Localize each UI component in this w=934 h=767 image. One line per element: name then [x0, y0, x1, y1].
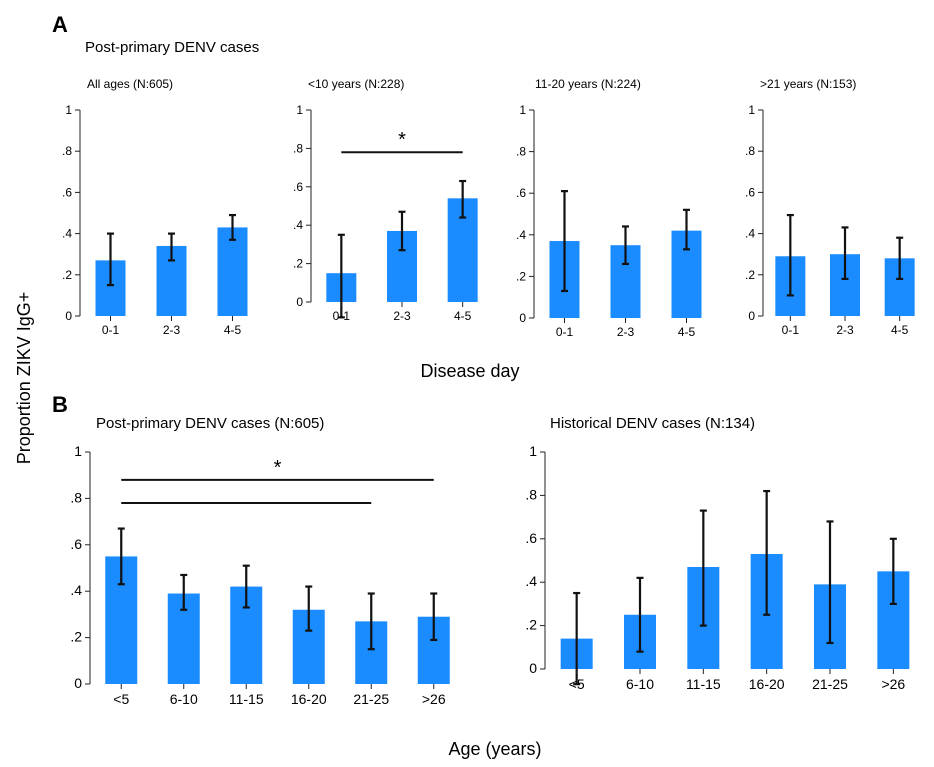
- y-tick-label: .4: [70, 582, 82, 598]
- panel-a-x-axis-label: Disease day: [420, 361, 519, 381]
- panel-a-letter: A: [52, 12, 68, 37]
- charts-layer: All ages (N:605)0.2.4.6.810-1 2-3 4-5<10 y…: [62, 77, 915, 707]
- y-tick-label: 1: [74, 443, 82, 459]
- x-tick-label: 6-10: [626, 676, 654, 692]
- y-tick-label: .4: [516, 228, 526, 242]
- y-tick-label: .8: [745, 144, 755, 158]
- y-tick-label: .8: [516, 145, 526, 159]
- x-tick-label: 6-10: [170, 691, 198, 707]
- y-tick-label: .6: [62, 185, 72, 199]
- chart-title: Historical DENV cases (N:134): [550, 415, 755, 432]
- y-tick-label: .4: [62, 227, 72, 241]
- x-tick-label: >26: [422, 691, 446, 707]
- bar: [217, 227, 248, 316]
- chart-title: All ages (N:605): [87, 77, 173, 91]
- y-tick-label: .4: [525, 573, 537, 589]
- y-tick-label: 0: [519, 311, 526, 325]
- y-tick-label: .8: [525, 486, 537, 502]
- chart-title: >21 years (N:153): [760, 77, 856, 91]
- x-tick-label: 4-5: [224, 323, 242, 337]
- chart-5: Post-primary DENV cases (N:605) 0 .2 .4 .6 .8…: [70, 415, 450, 707]
- x-tick-label: 4-5: [678, 325, 696, 339]
- y-tick-label: .8: [62, 144, 72, 158]
- y-tick-label: .2: [745, 268, 755, 282]
- chart-title: <10 years (N:228): [308, 77, 404, 91]
- x-tick-label: 0-1: [556, 325, 574, 339]
- y-axis-label: Proportion ZIKV IgG+: [14, 292, 34, 465]
- y-tick-label: .2: [516, 269, 526, 283]
- y-tick-label: .6: [745, 185, 755, 199]
- x-tick-label: 21-25: [812, 676, 848, 692]
- y-tick-label: .6: [525, 530, 537, 546]
- panel-b-x-axis-label: Age (years): [448, 739, 541, 759]
- panel-b-letter: B: [52, 392, 68, 417]
- x-tick-label: 16-20: [749, 676, 785, 692]
- x-tick-label: 2-3: [393, 309, 411, 323]
- x-tick-label: 2-3: [617, 325, 635, 339]
- chart-title: Post-primary DENV cases (N:605): [96, 415, 324, 432]
- y-tick-label: .2: [70, 629, 82, 645]
- x-tick-label: 0-1: [102, 323, 120, 337]
- y-tick-label: .6: [293, 180, 303, 194]
- significance-label: *: [398, 129, 406, 151]
- y-tick-label: .4: [745, 227, 755, 241]
- y-tick-label: 0: [74, 675, 82, 691]
- chart-4: >21 years (N:153) 0 .2 .4 .6 .8 1 0-1 2-3 4-5: [745, 77, 915, 337]
- y-tick-label: 0: [296, 295, 303, 309]
- x-tick-label: <5: [113, 691, 129, 707]
- x-tick-label: 11-15: [686, 676, 721, 692]
- y-tick-label: .6: [70, 536, 82, 552]
- x-tick-label: 0-1: [333, 309, 351, 323]
- x-tick-label: 4-5: [454, 309, 472, 323]
- y-tick-label: .4: [293, 218, 303, 232]
- panel-a-group-title: Post-primary DENV cases: [85, 39, 259, 56]
- y-tick-label: .8: [293, 141, 303, 155]
- chart-1: All ages (N:605) 0 .2 .4 .6 .8 1 0-1 2-3 4-5: [62, 77, 248, 337]
- chart-6: Historical DENV cases (N:134) 0 .2 .4 .6 .8 1 <…: [525, 415, 910, 692]
- y-tick-label: .2: [62, 268, 72, 282]
- x-tick-label: 21-25: [353, 691, 389, 707]
- y-tick-label: 1: [519, 103, 526, 117]
- chart-title: 11-20 years (N:224): [535, 77, 641, 91]
- y-tick-label: 1: [296, 103, 303, 117]
- y-tick-label: 0: [65, 309, 72, 323]
- x-tick-label: 4-5: [891, 323, 909, 337]
- x-tick-label: 0-1: [782, 323, 800, 337]
- x-tick-label: 2-3: [163, 323, 181, 337]
- y-tick-label: 0: [748, 309, 755, 323]
- y-tick-label: .6: [516, 186, 526, 200]
- x-tick-label: >26: [881, 676, 905, 692]
- x-tick-label: 16-20: [291, 691, 327, 707]
- x-tick-label: 2-3: [836, 323, 854, 337]
- chart-2: <10 years (N:228) 0 .2 .4 .6 .8 1 0-1 2-3 4-5 *: [293, 77, 478, 323]
- y-tick-label: .2: [525, 617, 537, 633]
- y-tick-label: .8: [70, 489, 82, 505]
- y-tick-label: 0: [529, 660, 537, 676]
- chart-3: 11-20 years (N:224) 0 .2 .4 .6 .8 1 0-1 2-3 4-5: [516, 77, 702, 339]
- x-tick-label: 11-15: [229, 691, 264, 707]
- y-tick-label: 1: [65, 103, 72, 117]
- x-tick-label: <5: [569, 676, 585, 692]
- y-tick-label: 1: [529, 443, 537, 459]
- y-tick-label: 1: [748, 103, 755, 117]
- significance-label: *: [274, 457, 282, 479]
- y-tick-label: .2: [293, 257, 303, 271]
